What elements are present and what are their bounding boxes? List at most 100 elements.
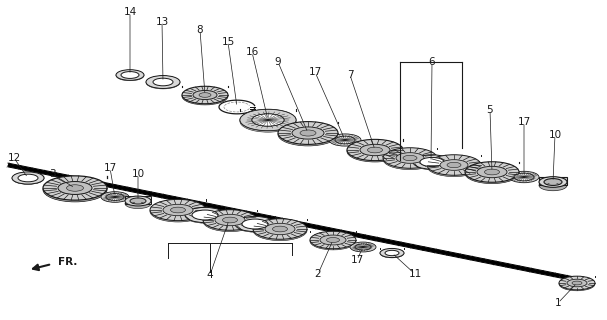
Ellipse shape [396,153,424,163]
Ellipse shape [465,162,519,182]
Text: 8: 8 [197,25,203,35]
FancyBboxPatch shape [125,196,151,204]
Text: 17: 17 [517,117,531,127]
Ellipse shape [329,134,361,146]
Ellipse shape [265,223,295,235]
Text: 11: 11 [409,269,422,279]
Ellipse shape [427,156,481,177]
Text: 3: 3 [49,169,55,179]
Ellipse shape [539,180,567,191]
Ellipse shape [350,242,376,252]
Ellipse shape [347,141,403,162]
Ellipse shape [514,173,534,181]
Ellipse shape [130,198,146,204]
Text: 13: 13 [155,17,169,27]
Ellipse shape [215,214,245,226]
Ellipse shape [572,281,582,285]
Text: FR.: FR. [58,257,77,267]
Ellipse shape [192,210,218,220]
Ellipse shape [335,136,355,144]
Ellipse shape [292,127,324,139]
Text: 7: 7 [347,70,353,80]
Ellipse shape [253,220,307,241]
Ellipse shape [12,172,44,184]
Ellipse shape [153,79,173,86]
Ellipse shape [310,231,356,249]
Text: 15: 15 [222,37,235,47]
Ellipse shape [235,217,275,232]
Text: 17: 17 [308,67,322,77]
Ellipse shape [235,216,275,232]
Ellipse shape [146,76,180,89]
Ellipse shape [278,122,338,144]
Ellipse shape [240,111,296,132]
Ellipse shape [121,72,139,79]
Ellipse shape [12,172,44,184]
Ellipse shape [203,210,257,230]
Ellipse shape [67,185,84,191]
Ellipse shape [320,235,346,245]
Ellipse shape [559,276,595,290]
Ellipse shape [273,226,288,232]
Ellipse shape [192,211,218,220]
Ellipse shape [125,196,151,206]
Ellipse shape [403,155,417,161]
Ellipse shape [278,123,338,146]
Ellipse shape [383,149,437,170]
Ellipse shape [146,76,180,88]
Ellipse shape [252,114,284,126]
Ellipse shape [327,237,339,243]
Ellipse shape [420,158,444,167]
Ellipse shape [380,249,404,258]
Ellipse shape [43,178,107,202]
Ellipse shape [116,70,144,80]
Ellipse shape [101,192,129,202]
Ellipse shape [447,162,461,168]
Ellipse shape [153,78,173,86]
Text: 9: 9 [275,57,281,67]
Text: 17: 17 [103,163,117,173]
Ellipse shape [385,251,399,256]
Ellipse shape [427,155,481,175]
Ellipse shape [171,207,186,213]
Ellipse shape [310,232,356,250]
FancyBboxPatch shape [539,177,567,185]
Ellipse shape [355,244,371,250]
Text: 4: 4 [207,270,213,280]
Text: 17: 17 [350,255,364,265]
Ellipse shape [360,144,390,156]
Text: 10: 10 [132,169,144,179]
Ellipse shape [18,174,38,182]
Ellipse shape [544,179,562,185]
Ellipse shape [163,204,193,216]
Ellipse shape [413,155,451,169]
Ellipse shape [182,87,228,105]
Ellipse shape [150,199,206,221]
Ellipse shape [420,157,444,167]
Ellipse shape [477,166,507,178]
Ellipse shape [367,147,382,153]
Text: 1: 1 [555,298,561,308]
Ellipse shape [413,156,451,170]
Ellipse shape [223,217,237,223]
Ellipse shape [383,148,437,168]
Ellipse shape [240,109,296,131]
Ellipse shape [440,160,468,170]
Ellipse shape [300,130,316,136]
Text: 12: 12 [7,153,21,163]
Ellipse shape [465,163,519,184]
Ellipse shape [121,72,139,78]
Text: 2: 2 [314,269,321,279]
Ellipse shape [253,219,307,239]
Ellipse shape [43,176,107,200]
Ellipse shape [106,194,124,200]
Ellipse shape [559,277,595,291]
Ellipse shape [484,169,500,175]
Ellipse shape [252,116,284,128]
Ellipse shape [385,250,399,256]
Ellipse shape [242,220,268,229]
Ellipse shape [380,248,404,258]
Ellipse shape [199,93,211,97]
Ellipse shape [185,207,225,223]
Ellipse shape [125,199,151,209]
